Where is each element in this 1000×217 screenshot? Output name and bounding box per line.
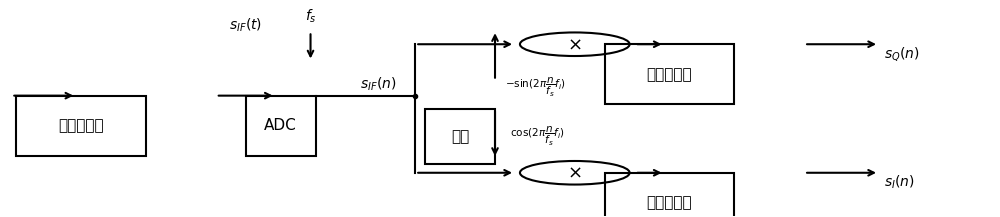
Text: $s_I(n)$: $s_I(n)$: [884, 174, 915, 191]
Text: ADC: ADC: [264, 118, 297, 133]
Text: 本振: 本振: [451, 129, 469, 144]
Text: 带通滤波器: 带通滤波器: [58, 118, 104, 133]
Text: 低通滤波器: 低通滤波器: [647, 67, 692, 82]
Text: $s_Q(n)$: $s_Q(n)$: [884, 45, 920, 63]
FancyBboxPatch shape: [605, 173, 734, 217]
FancyBboxPatch shape: [246, 96, 316, 156]
Text: $s_{IF}(t)$: $s_{IF}(t)$: [229, 16, 262, 33]
Text: $\times$: $\times$: [567, 164, 582, 182]
FancyBboxPatch shape: [605, 44, 734, 104]
Text: $\times$: $\times$: [567, 35, 582, 53]
Text: $s_{IF}(n)$: $s_{IF}(n)$: [360, 75, 397, 93]
Text: $f_s$: $f_s$: [305, 8, 316, 25]
Text: $-\sin(2\pi\dfrac{n}{f_s}f_i)$: $-\sin(2\pi\dfrac{n}{f_s}f_i)$: [505, 76, 566, 99]
Text: 低通滤波器: 低通滤波器: [647, 195, 692, 210]
FancyBboxPatch shape: [16, 96, 146, 156]
Text: $\cos(2\pi\dfrac{n}{f_s}f_i)$: $\cos(2\pi\dfrac{n}{f_s}f_i)$: [510, 125, 564, 148]
FancyBboxPatch shape: [425, 108, 495, 164]
